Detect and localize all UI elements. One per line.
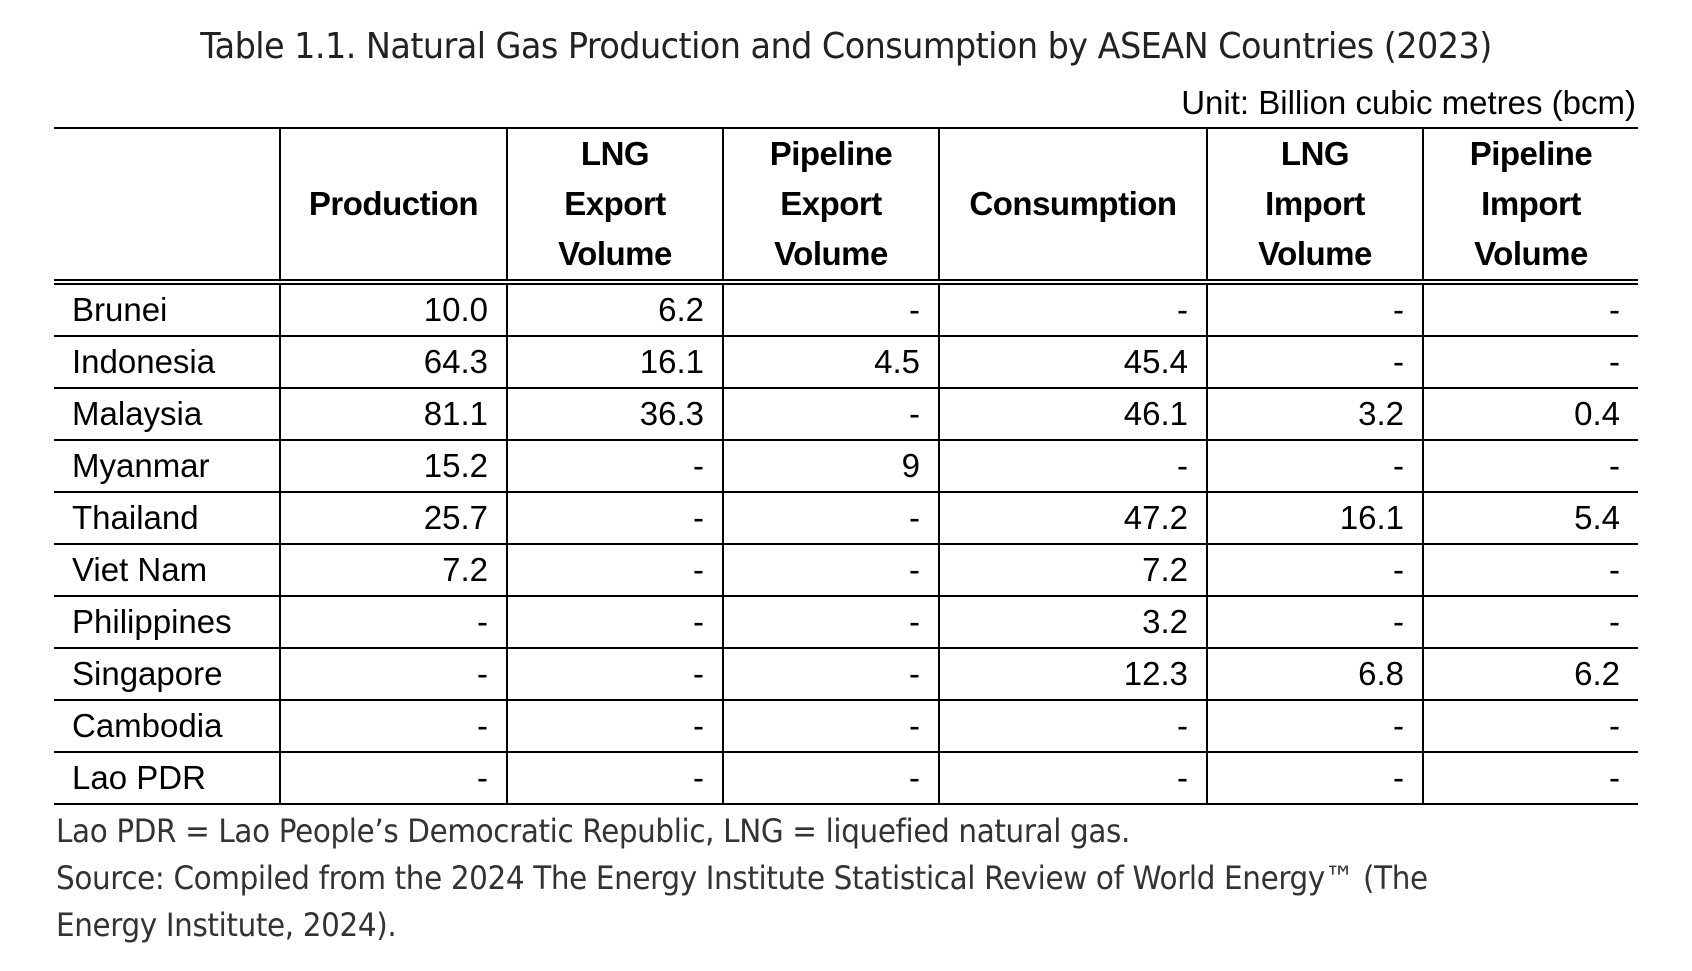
lng-export-cell: 16.1 — [506, 336, 723, 389]
country-cell: Cambodia — [54, 700, 280, 753]
production-cell: - — [279, 752, 507, 805]
consumption-cell: 45.4 — [938, 336, 1207, 389]
header-country — [54, 128, 280, 285]
country-cell: Philippines — [54, 596, 280, 649]
header-row: Production LNG Export Volume Pipeline Expor… — [54, 128, 1638, 285]
country-cell: Brunei — [54, 282, 280, 337]
pipeline-import-cell: - — [1422, 752, 1638, 805]
lng-export-cell: - — [506, 544, 723, 597]
lng-import-cell: - — [1206, 440, 1423, 493]
consumption-cell: 7.2 — [938, 544, 1207, 597]
consumption-cell: - — [938, 282, 1207, 337]
abbreviation-note: Lao PDR = Lao People’s Democratic Republ… — [56, 812, 1131, 850]
pipeline-import-cell: - — [1422, 700, 1638, 753]
pipeline-import-cell: - — [1422, 282, 1638, 337]
table-row: Philippines - - -3.2- - — [54, 596, 1638, 649]
lng-import-cell: 3.2 — [1206, 388, 1423, 441]
production-cell: 25.7 — [279, 492, 507, 545]
lng-export-cell: 6.2 — [506, 282, 723, 337]
production-cell: - — [279, 596, 507, 649]
pipeline-export-cell: - — [722, 648, 939, 701]
gas-data-table: Production LNG Export Volume Pipeline Expor… — [54, 127, 1638, 805]
header-lng-import: LNG Import Volume — [1206, 128, 1423, 285]
pipeline-import-cell: - — [1422, 336, 1638, 389]
country-cell: Malaysia — [54, 388, 280, 441]
production-cell: 10.0 — [279, 282, 507, 337]
pipeline-export-cell: - — [722, 752, 939, 805]
header-lng-export: LNG Export Volume — [506, 128, 723, 285]
lng-import-cell: - — [1206, 596, 1423, 649]
production-cell: 15.2 — [279, 440, 507, 493]
table-row: Brunei 10.0 6.2- - - - — [54, 282, 1638, 337]
production-cell: 64.3 — [279, 336, 507, 389]
table-row: Cambodia - - - - - - — [54, 700, 1638, 753]
table-row: Indonesia 64.3 16.1 4.5 45.4- - — [54, 336, 1638, 389]
lng-export-cell: 36.3 — [506, 388, 723, 441]
table-row: Lao PDR - - - - - - — [54, 752, 1638, 805]
header-consumption: Consumption — [938, 128, 1207, 285]
table-title: Table 1.1. Natural Gas Production and Co… — [200, 26, 1492, 67]
pipeline-import-cell: 5.4 — [1422, 492, 1638, 545]
country-cell: Myanmar — [54, 440, 280, 493]
lng-import-cell: 6.8 — [1206, 648, 1423, 701]
header-pipeline-export: Pipeline Export Volume — [722, 128, 939, 285]
lng-export-cell: - — [506, 700, 723, 753]
pipeline-import-cell: 0.4 — [1422, 388, 1638, 441]
table-notes: Lao PDR = Lao People’s Democratic Republ… — [56, 808, 1646, 949]
table-row: Thailand 25.7- -47.2 16.1 5.4 — [54, 492, 1638, 545]
production-cell: 81.1 — [279, 388, 507, 441]
table-row: Singapore - - -12.3 6.8 6.2 — [54, 648, 1638, 701]
source-note-line2: Energy Institute, 2024). — [56, 906, 397, 944]
pipeline-export-cell: 9 — [722, 440, 939, 493]
consumption-cell: - — [938, 700, 1207, 753]
pipeline-import-cell: - — [1422, 440, 1638, 493]
pipeline-export-cell: - — [722, 492, 939, 545]
lng-import-cell: - — [1206, 752, 1423, 805]
pipeline-import-cell: - — [1422, 596, 1638, 649]
lng-export-cell: - — [506, 752, 723, 805]
production-cell: - — [279, 648, 507, 701]
unit-label: Unit: Billion cubic metres (bcm) — [1181, 84, 1636, 121]
consumption-cell: 46.1 — [938, 388, 1207, 441]
pipeline-export-cell: - — [722, 282, 939, 337]
consumption-cell: 12.3 — [938, 648, 1207, 701]
table-row: Myanmar 15.2-9- - - — [54, 440, 1638, 493]
lng-export-cell: - — [506, 596, 723, 649]
consumption-cell: - — [938, 440, 1207, 493]
lng-import-cell: - — [1206, 336, 1423, 389]
consumption-cell: 47.2 — [938, 492, 1207, 545]
lng-export-cell: - — [506, 440, 723, 493]
table-row: Viet Nam 7.2- -7.2- - — [54, 544, 1638, 597]
pipeline-export-cell: - — [722, 596, 939, 649]
lng-import-cell: - — [1206, 282, 1423, 337]
lng-import-cell: 16.1 — [1206, 492, 1423, 545]
lng-import-cell: - — [1206, 544, 1423, 597]
country-cell: Indonesia — [54, 336, 280, 389]
country-cell: Viet Nam — [54, 544, 280, 597]
lng-export-cell: - — [506, 648, 723, 701]
lng-import-cell: - — [1206, 700, 1423, 753]
table-row: Malaysia 81.1 36.3-46.1 3.2 0.4 — [54, 388, 1638, 441]
pipeline-export-cell: 4.5 — [722, 336, 939, 389]
pipeline-export-cell: - — [722, 544, 939, 597]
pipeline-export-cell: - — [722, 700, 939, 753]
pipeline-export-cell: - — [722, 388, 939, 441]
production-cell: 7.2 — [279, 544, 507, 597]
pipeline-import-cell: - — [1422, 544, 1638, 597]
consumption-cell: - — [938, 752, 1207, 805]
country-cell: Singapore — [54, 648, 280, 701]
source-note-line1: Source: Compiled from the 2024 The Energ… — [56, 859, 1428, 897]
production-cell: - — [279, 700, 507, 753]
country-cell: Lao PDR — [54, 752, 280, 805]
header-production: Production — [279, 128, 507, 285]
lng-export-cell: - — [506, 492, 723, 545]
header-pipeline-import: Pipeline Import Volume — [1422, 128, 1638, 285]
pipeline-import-cell: 6.2 — [1422, 648, 1638, 701]
consumption-cell: 3.2 — [938, 596, 1207, 649]
country-cell: Thailand — [54, 492, 280, 545]
